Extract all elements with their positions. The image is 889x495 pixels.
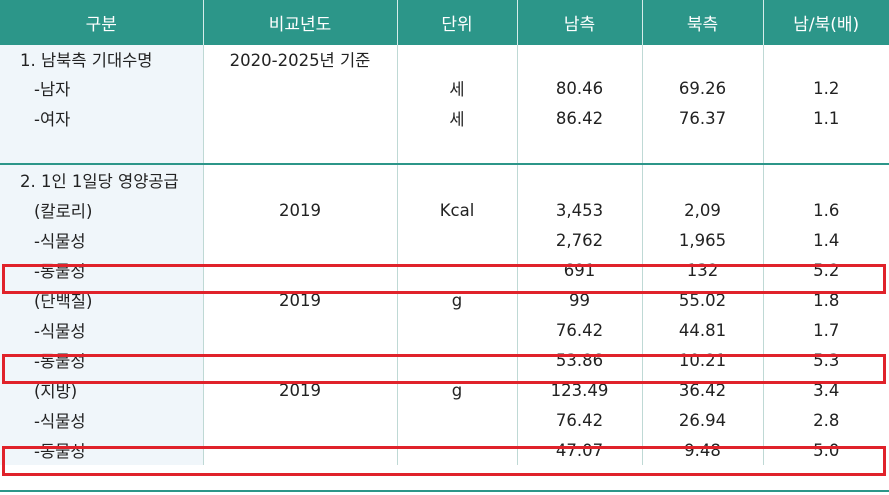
north-value: 69.26 <box>641 73 763 103</box>
table-row: -동물성 691 132 5.2 <box>0 255 889 285</box>
header-north: 북측 <box>641 0 763 45</box>
row-label: -식물성 <box>0 315 203 345</box>
ratio-value: 1.8 <box>762 285 889 315</box>
south-value: 3,453 <box>516 195 642 225</box>
unit-cell: Kcal <box>396 195 517 225</box>
south-value: 47.07 <box>516 435 642 465</box>
row-label: -식물성 <box>0 405 203 435</box>
header-unit: 단위 <box>396 0 517 45</box>
north-value: 55.02 <box>641 285 763 315</box>
header-year: 비교년도 <box>202 0 397 45</box>
unit-cell: 세 <box>396 73 517 103</box>
ratio-value: 1.1 <box>762 103 889 133</box>
ratio-value: 2.8 <box>762 405 889 435</box>
ratio-value: 1.2 <box>762 73 889 103</box>
header-south: 남측 <box>516 0 642 45</box>
south-value: 691 <box>516 255 642 285</box>
year-cell: 2019 <box>202 285 397 315</box>
south-value: 99 <box>516 285 642 315</box>
section-title: 1. 남북측 기대수명 <box>0 45 203 73</box>
table-row: 1. 남북측 기대수명 2020-2025년 기준 <box>0 45 889 73</box>
row-label: -남자 <box>0 73 203 103</box>
year-cell: 2019 <box>202 375 397 405</box>
table-row: -식물성 76.42 44.81 1.7 <box>0 315 889 345</box>
row-label: (지방) <box>0 375 203 405</box>
row-label: -동물성 <box>0 255 203 285</box>
table-row: (지방) 2019 g 123.49 36.42 3.4 <box>0 375 889 405</box>
section-title: 2. 1인 1일당 영양공급 <box>0 164 203 195</box>
table-row: -남자 세 80.46 69.26 1.2 <box>0 73 889 103</box>
south-value: 86.42 <box>516 103 642 133</box>
table-bottom-border <box>0 490 889 492</box>
ratio-value: 1.4 <box>762 225 889 255</box>
header-ratio: 남/북(배) <box>762 0 889 45</box>
ratio-value: 1.6 <box>762 195 889 225</box>
north-value: 1,965 <box>641 225 763 255</box>
highlight-box-calorie-animal <box>2 264 886 294</box>
table-row: (칼로리) 2019 Kcal 3,453 2,09 1.6 <box>0 195 889 225</box>
row-label: (칼로리) <box>0 195 203 225</box>
ratio-value: 5.2 <box>762 255 889 285</box>
north-value: 10.21 <box>641 345 763 375</box>
south-value: 76.42 <box>516 405 642 435</box>
ratio-value: 5.3 <box>762 345 889 375</box>
unit-cell: g <box>396 375 517 405</box>
north-value: 36.42 <box>641 375 763 405</box>
highlight-box-protein-animal <box>2 354 886 384</box>
north-value: 76.37 <box>641 103 763 133</box>
south-north-comparison-table: 구분 비교년도 단위 남측 북측 남/북(배) 1. 남북측 기대수명 2020… <box>0 0 889 465</box>
row-label: -식물성 <box>0 225 203 255</box>
south-value: 123.49 <box>516 375 642 405</box>
row-label: -여자 <box>0 103 203 133</box>
section-divider-row <box>0 133 889 165</box>
table-row: -동물성 47.07 9.48 5.0 <box>0 435 889 465</box>
north-value: 2,09 <box>641 195 763 225</box>
header-row: 구분 비교년도 단위 남측 북측 남/북(배) <box>0 0 889 45</box>
row-label: -동물성 <box>0 435 203 465</box>
table-row: -여자 세 86.42 76.37 1.1 <box>0 103 889 133</box>
header-category: 구분 <box>0 0 203 45</box>
ratio-value: 5.0 <box>762 435 889 465</box>
row-label: (단백질) <box>0 285 203 315</box>
north-value: 26.94 <box>641 405 763 435</box>
table-row: -식물성 76.42 26.94 2.8 <box>0 405 889 435</box>
north-value: 9.48 <box>641 435 763 465</box>
south-value: 80.46 <box>516 73 642 103</box>
table-row: -식물성 2,762 1,965 1.4 <box>0 225 889 255</box>
table-row: 2. 1인 1일당 영양공급 <box>0 164 889 195</box>
ratio-value: 3.4 <box>762 375 889 405</box>
unit-cell: 세 <box>396 103 517 133</box>
unit-cell: g <box>396 285 517 315</box>
year-cell: 2020-2025년 기준 <box>202 45 397 73</box>
ratio-value: 1.7 <box>762 315 889 345</box>
table-row: (단백질) 2019 g 99 55.02 1.8 <box>0 285 889 315</box>
north-value: 44.81 <box>641 315 763 345</box>
highlight-box-fat-animal <box>2 446 886 476</box>
south-value: 76.42 <box>516 315 642 345</box>
year-cell: 2019 <box>202 195 397 225</box>
south-value: 2,762 <box>516 225 642 255</box>
